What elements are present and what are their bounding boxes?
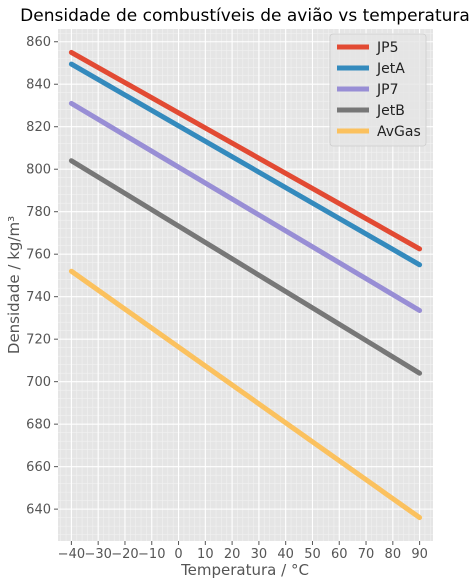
y-axis-label: Densidade / kg/m³ (5, 216, 23, 354)
y-tick-label: 700 (26, 375, 51, 390)
chart-title: Densidade de combustíveis de avião vs te… (20, 6, 470, 26)
legend-label-avgas: AvGas (377, 124, 421, 140)
y-tick-label: 840 (26, 78, 51, 93)
x-tick-label: −20 (111, 547, 138, 562)
x-tick-label: 90 (411, 547, 428, 562)
series-line-jetb (68, 158, 423, 376)
x-tick-label: −30 (84, 547, 111, 562)
y-tick-label: 800 (26, 163, 51, 178)
series-line-jp7 (68, 100, 423, 313)
legend-label-jp7: JP7 (376, 82, 398, 98)
y-tick-label: 780 (26, 205, 51, 220)
x-tick-label: 40 (277, 547, 294, 562)
x-tick-label: 70 (358, 547, 375, 562)
x-axis-label: Temperatura / °C (180, 561, 309, 579)
x-tick-label: 30 (251, 547, 268, 562)
y-tick-label: 680 (26, 418, 51, 433)
x-tick-label: 10 (197, 547, 214, 562)
legend-label-jeta: JetA (376, 61, 405, 77)
series-layer (68, 49, 423, 521)
x-tick-label: 0 (174, 547, 182, 562)
x-tick-label: 20 (224, 547, 241, 562)
y-tick-label: 860 (26, 35, 51, 50)
major-grid (58, 29, 433, 541)
x-tick-label: 60 (331, 547, 348, 562)
x-tick-label: −10 (138, 547, 165, 562)
y-tick-label: 660 (26, 460, 51, 475)
series-line-avgas (68, 268, 423, 521)
series-line-jeta (68, 61, 423, 268)
y-tick-label: 720 (26, 333, 51, 348)
y-axis: 640 660 680 700 720 740 760 780 800 820 840 860 (26, 35, 58, 518)
legend-label-jp5: JP5 (376, 40, 398, 56)
x-tick-label: 80 (385, 547, 402, 562)
x-tick-label: −40 (58, 547, 85, 562)
y-tick-label: 640 (26, 503, 51, 518)
y-tick-label: 740 (26, 290, 51, 305)
legend-label-jetb: JetB (376, 103, 405, 119)
legend: JP5 JetA JP7 JetB AvGas (329, 33, 427, 147)
x-axis: −40 −30 −20 −10 0 10 20 30 40 50 60 70 80 90 (58, 541, 428, 562)
legend-box (329, 33, 427, 147)
series-line-jp5 (68, 49, 423, 252)
y-tick-label: 820 (26, 120, 51, 135)
x-tick-label: 50 (304, 547, 321, 562)
y-tick-label: 760 (26, 248, 51, 263)
